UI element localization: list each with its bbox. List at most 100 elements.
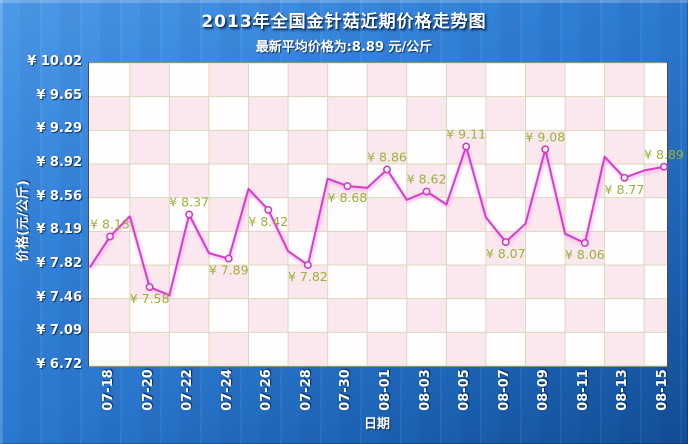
- x-axis-tick-label: 08-07: [496, 369, 512, 411]
- data-point-label: ¥ 8.42: [248, 214, 288, 229]
- plot-area: ¥ 8.13 ¥ 7.58 ¥ 8.37 ¥ 7.89 ¥ 8.42 ¥ 7.82 ¥ 8.…: [88, 62, 684, 367]
- plot-checker-cell: [367, 130, 407, 164]
- data-point-marker[interactable]: [343, 182, 352, 190]
- plot-checker-cell: [604, 130, 645, 164]
- plot-checker-cell: [288, 130, 328, 164]
- y-axis-tick-label: ¥ 8.19: [36, 222, 82, 238]
- plot-checker-cell: [129, 63, 170, 97]
- data-point-label: ¥ 9.11: [446, 127, 486, 142]
- plot-checker-cell: [169, 96, 209, 131]
- x-axis-tick-label: 08-11: [575, 369, 591, 411]
- plot-checker-cell: [644, 298, 667, 333]
- data-point-label: ¥ 8.37: [169, 195, 209, 210]
- data-point-label: ¥ 7.82: [288, 269, 328, 284]
- plot-checker-cell: [485, 231, 526, 265]
- plot-checker-cell: [644, 96, 667, 131]
- plot-checker-cell: [327, 231, 368, 265]
- x-axis-tick-label: 07-30: [338, 369, 354, 411]
- plot-checker-cell: [485, 164, 526, 198]
- x-axis-title: 日期: [363, 417, 390, 432]
- plot-checker-cell: [604, 265, 645, 299]
- plot-checker-cell: [367, 265, 407, 299]
- y-axis-tick-label: ¥ 8.92: [36, 155, 82, 170]
- plot-checker-cell: [446, 265, 486, 299]
- y-axis-tick-label: ¥ 7.82: [36, 256, 82, 271]
- data-point-marker[interactable]: [541, 145, 550, 154]
- plot-checker-cell: [288, 332, 328, 366]
- plot-checker-cell: [169, 298, 209, 333]
- data-point-label: ¥ 9.08: [525, 129, 565, 144]
- plot-checker-cell: [565, 164, 605, 198]
- y-axis-tick-label: ¥ 8.56: [36, 188, 82, 204]
- data-point-label: ¥ 8.07: [486, 246, 526, 261]
- data-point-label: ¥ 7.89: [209, 263, 249, 278]
- plot-checker-cell: [367, 197, 407, 232]
- plot-checker-cell: [327, 298, 368, 333]
- price-line: [89, 145, 665, 297]
- plot-checker-cell: [248, 96, 289, 131]
- data-point-marker[interactable]: [185, 210, 194, 219]
- data-point-marker[interactable]: [106, 232, 114, 241]
- plot-checker-cell: [248, 164, 289, 198]
- y-axis-tick-label: ¥ 7.46: [36, 289, 82, 305]
- x-axis-tick-label: 08-15: [655, 369, 670, 411]
- data-point-label: ¥ 7.58: [130, 291, 170, 306]
- plot-checker-cell: [367, 63, 407, 97]
- plot-checker-cell: [406, 96, 447, 131]
- x-axis-tick-label: 08-09: [536, 369, 552, 411]
- plot-checker-cell: [604, 197, 645, 232]
- x-axis-tick-label: 08-13: [615, 369, 631, 411]
- plot-checker-cell: [169, 231, 209, 265]
- plot-checker-cell: [644, 231, 667, 265]
- data-point-marker[interactable]: [462, 142, 471, 151]
- plot-checker-cell: [208, 130, 249, 164]
- data-point-marker[interactable]: [145, 283, 154, 291]
- data-point-marker[interactable]: [224, 254, 233, 263]
- chart-title: 2013年全国金针菇近期价格走势图: [201, 12, 487, 32]
- data-point-label: ¥ 8.68: [328, 190, 368, 205]
- data-point-marker[interactable]: [660, 162, 668, 171]
- y-axis-tick-label: ¥ 10.02: [27, 54, 82, 69]
- plot-checker-cell: [248, 231, 289, 265]
- x-axis-tick-label: 07-28: [298, 369, 314, 411]
- x-axis-tick-label: 07-24: [219, 369, 235, 411]
- data-point-marker[interactable]: [264, 205, 273, 214]
- data-point-label: ¥ 8.13: [90, 217, 130, 232]
- data-point-marker[interactable]: [580, 239, 589, 247]
- data-point-marker[interactable]: [620, 173, 629, 182]
- plot-checker-cell: [644, 164, 667, 198]
- plot-checker-cell: [525, 63, 566, 97]
- data-point-label: ¥ 8.77: [605, 182, 645, 197]
- plot-checker-cell: [89, 298, 130, 333]
- plot-checker-cell: [89, 96, 130, 131]
- plot-checker-cell: [169, 164, 209, 198]
- x-axis-tick-label: 07-26: [259, 369, 275, 411]
- y-axis-tick-label: ¥ 9.29: [36, 121, 82, 137]
- data-point-label: ¥ 8.62: [407, 172, 447, 187]
- data-point-marker[interactable]: [501, 238, 510, 246]
- plot-checker-cell: [565, 298, 605, 333]
- data-point-label: ¥ 8.06: [565, 247, 605, 262]
- plot-checker-cell: [288, 265, 328, 299]
- plot-checker-cell: [89, 164, 130, 198]
- plot-checker-cell: [446, 63, 486, 97]
- plot-checker-cell: [129, 332, 170, 366]
- y-axis-tick-label: ¥ 6.72: [36, 357, 82, 372]
- plot-checker-cell: [248, 298, 289, 333]
- x-axis-tick-label: 07-18: [101, 369, 116, 411]
- x-axis-tick-label: 08-03: [417, 369, 433, 411]
- data-point-label: ¥ 8.86: [367, 150, 407, 165]
- plot-checker-cell: [208, 265, 249, 299]
- x-axis-tick-label: 08-01: [378, 369, 393, 411]
- x-axis-tick-label: 07-22: [180, 369, 196, 411]
- data-point-marker[interactable]: [303, 261, 312, 269]
- y-axis-title: 价格(元/公斤): [16, 180, 31, 262]
- plot-checker-cell: [604, 332, 645, 366]
- y-axis-tick-label: ¥ 7.09: [36, 323, 82, 339]
- plot-checker-cell: [208, 63, 249, 97]
- plot-checker-cell: [208, 197, 249, 232]
- data-point-marker[interactable]: [383, 165, 391, 174]
- data-point-marker[interactable]: [422, 187, 431, 196]
- plot-checker-cell: [406, 298, 447, 333]
